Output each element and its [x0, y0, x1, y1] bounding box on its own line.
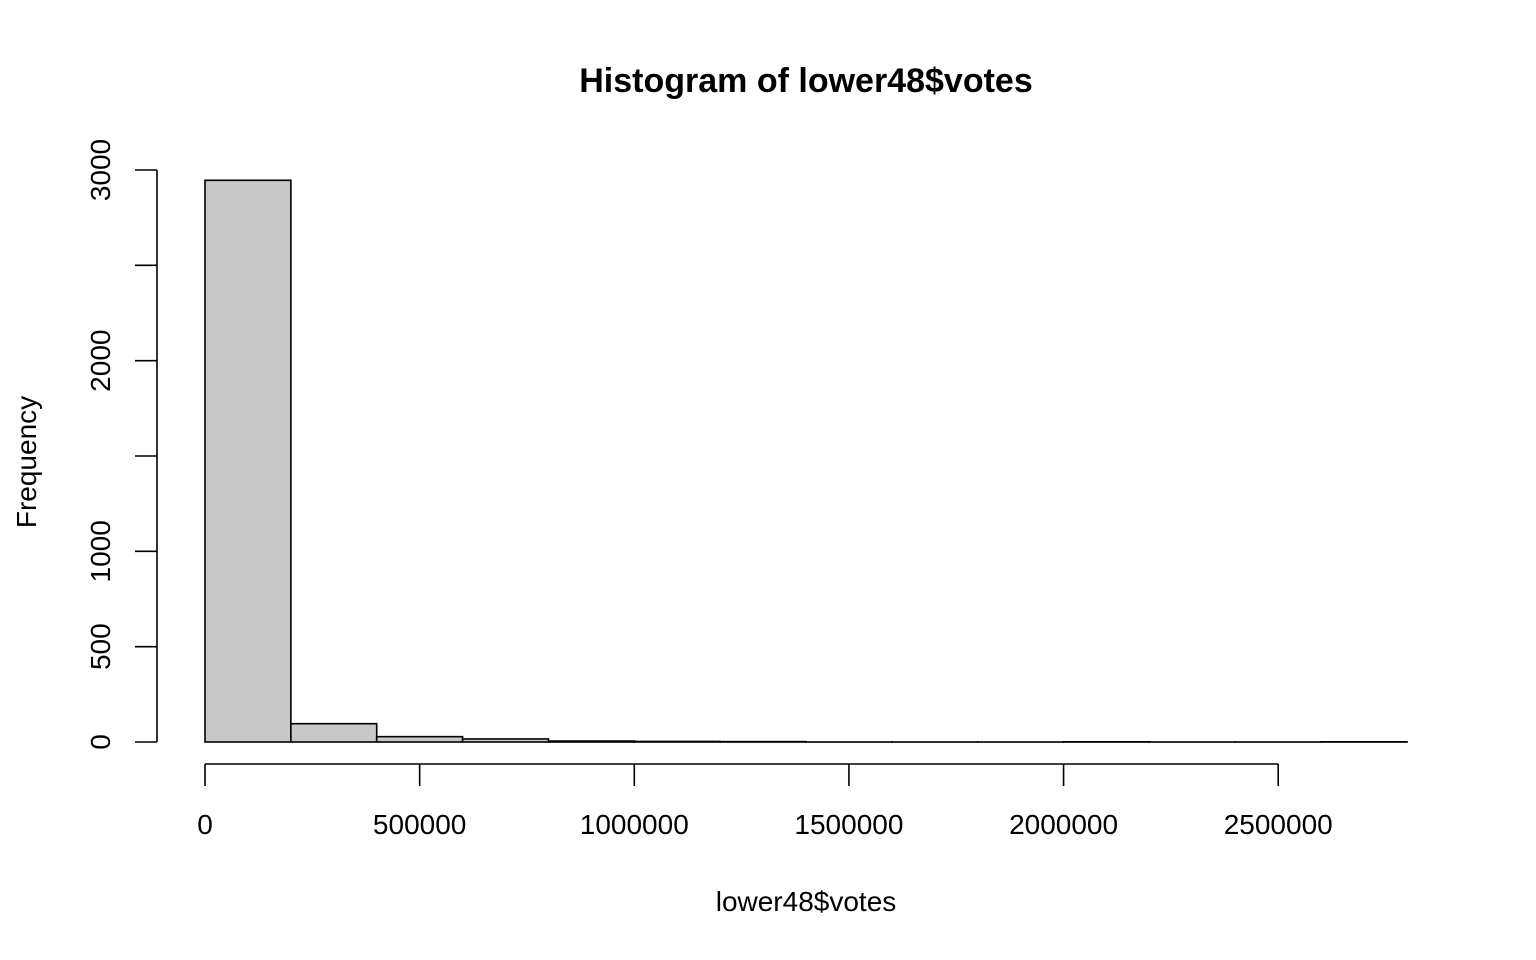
y-tick-label-1: 500 [85, 623, 116, 670]
histogram-bar-4 [547, 740, 636, 743]
y-axis-label: Frequency [11, 396, 42, 528]
y-tick-label-2: 1000 [85, 520, 116, 582]
y-tick-label-4: 2000 [85, 330, 116, 392]
y-tick-label-6: 3000 [85, 139, 116, 201]
y-axis: 0 500 1000 2000 3000 [85, 139, 158, 750]
chart-title: Histogram of lower48$votes [579, 62, 1032, 100]
histogram-bar-5 [633, 740, 721, 743]
bars-group [204, 179, 1408, 743]
x-tick-label-0: 0 [197, 809, 213, 840]
x-tick-label-5: 2500000 [1224, 809, 1333, 840]
x-axis-label: lower48$votes [716, 886, 897, 917]
y-tick-label-0: 0 [85, 734, 116, 750]
x-axis: 0 500000 1000000 1500000 2000000 2500000 [197, 763, 1333, 840]
histogram-bar-0 [204, 179, 292, 743]
histogram-bar-2 [375, 735, 464, 743]
histogram-bar-1 [290, 722, 378, 743]
x-tick-label-4: 2000000 [1009, 809, 1118, 840]
x-tick-label-1: 500000 [373, 809, 466, 840]
x-tick-label-2: 1000000 [580, 809, 689, 840]
x-tick-label-3: 1500000 [794, 809, 903, 840]
histogram-bar-3 [461, 738, 550, 743]
